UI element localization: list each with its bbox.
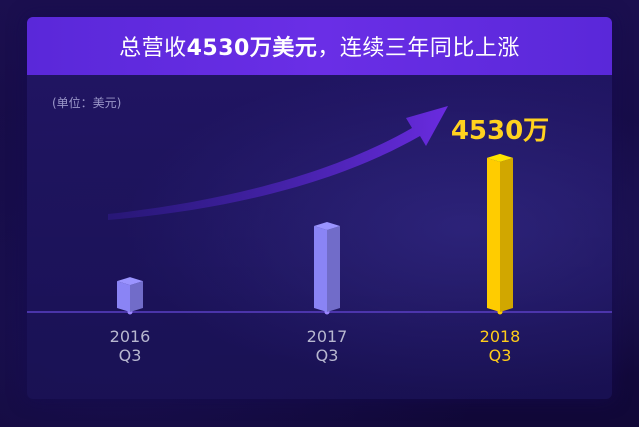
bar-face-left (117, 281, 130, 312)
x-tick-year: 2016 (109, 327, 151, 346)
unit-label: (单位：美元) (52, 96, 122, 110)
bar-face-left (487, 157, 500, 312)
chart-panel: 总营收4530万美元，连续三年同比上涨 (单位：美元) (27, 17, 612, 399)
title-highlight: 4530万美元 (186, 36, 318, 61)
bar-face-left (314, 225, 327, 312)
bar-cap (487, 153, 513, 162)
bar-1 (314, 221, 340, 312)
bar-cap (117, 277, 143, 286)
x-tick-quarter: Q3 (488, 346, 512, 365)
x-tick-label: 2018 Q3 (460, 327, 540, 365)
x-tick-label: 2017 Q3 (287, 327, 367, 365)
title-prefix: 总营收 (119, 36, 187, 61)
x-tick-quarter: Q3 (118, 346, 142, 365)
x-tick-quarter: Q3 (315, 346, 339, 365)
x-tick-year: 2017 (306, 327, 348, 346)
bar-cap (314, 221, 340, 230)
bar-face-right (327, 225, 340, 312)
bar-face-right (500, 157, 513, 312)
title-banner: 总营收4530万美元，连续三年同比上涨 (27, 17, 612, 75)
data-label: 4530万 (450, 115, 550, 146)
bar-2 (487, 153, 513, 312)
chart-title: 总营收4530万美元，连续三年同比上涨 (119, 30, 520, 62)
title-suffix: ，连续三年同比上涨 (317, 36, 520, 61)
x-tick-label: 2016 Q3 (90, 327, 170, 365)
bar-face-right (130, 281, 143, 312)
trend-arrow (108, 106, 448, 220)
bar-0 (117, 277, 143, 312)
x-tick-year: 2018 (479, 327, 521, 346)
